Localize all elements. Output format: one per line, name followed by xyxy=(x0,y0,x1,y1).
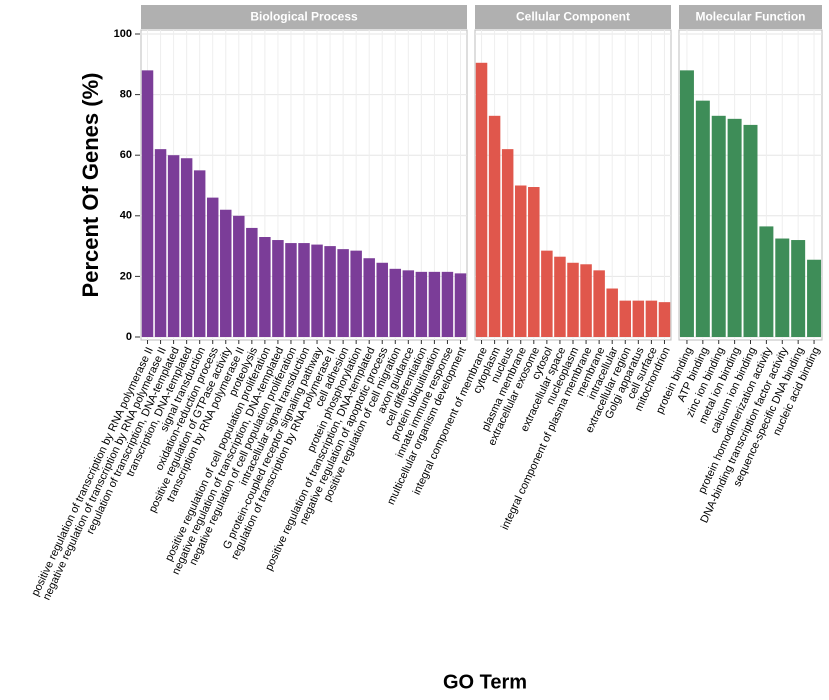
bar xyxy=(488,115,501,337)
strip xyxy=(475,5,671,29)
bar xyxy=(567,262,579,337)
bar xyxy=(154,149,167,337)
bar xyxy=(350,250,362,337)
bar xyxy=(727,118,742,337)
bar xyxy=(606,288,618,337)
strip-label: Cellular Component xyxy=(516,10,630,24)
bar xyxy=(206,197,219,337)
y-tick-label: 40 xyxy=(120,210,132,222)
bar xyxy=(415,271,428,337)
bar xyxy=(441,271,454,337)
bar xyxy=(711,115,726,337)
bar xyxy=(298,243,310,337)
y-tick-label: 100 xyxy=(114,28,132,40)
bar xyxy=(759,226,774,337)
bar xyxy=(193,170,206,337)
bar xyxy=(791,240,806,337)
y-tick-label: 80 xyxy=(120,89,132,101)
bar xyxy=(775,238,790,337)
bar xyxy=(541,250,553,337)
bar xyxy=(363,258,375,337)
bar xyxy=(454,273,467,337)
bar xyxy=(580,264,592,337)
bar xyxy=(501,149,514,337)
strip-label: Biological Process xyxy=(250,10,358,24)
bar xyxy=(679,70,694,338)
bar xyxy=(220,209,232,337)
y-tick-label: 0 xyxy=(126,331,132,343)
x-axis-title: GO Term xyxy=(443,671,527,693)
bar xyxy=(246,227,258,337)
bar xyxy=(259,237,271,337)
bar xyxy=(324,246,336,337)
bar xyxy=(141,70,154,338)
bar xyxy=(167,155,180,337)
bar xyxy=(475,62,488,337)
bar xyxy=(311,244,323,337)
y-tick-label: 20 xyxy=(120,270,132,282)
y-axis-title: Percent Of Genes (%) xyxy=(78,73,103,298)
bar xyxy=(428,271,441,337)
bar xyxy=(514,185,527,337)
strip-label: Molecular Function xyxy=(695,10,805,24)
bar xyxy=(632,300,645,337)
bar xyxy=(233,215,245,337)
bar xyxy=(619,300,632,337)
y-tick-label: 60 xyxy=(120,149,132,161)
bar xyxy=(743,124,758,338)
bar xyxy=(528,187,540,337)
bar xyxy=(807,259,822,337)
bar xyxy=(695,100,710,337)
strip xyxy=(141,5,467,29)
bar xyxy=(389,268,402,337)
bar xyxy=(593,270,605,337)
bar xyxy=(645,300,658,337)
strip xyxy=(679,5,822,29)
bar xyxy=(337,249,349,337)
bar xyxy=(658,302,671,337)
bar xyxy=(272,240,284,337)
bar xyxy=(285,243,297,337)
x-tick-label: negative regulation of transcription by … xyxy=(41,345,169,602)
bar xyxy=(376,262,388,337)
bar xyxy=(402,270,415,337)
bar xyxy=(554,256,566,337)
bar xyxy=(180,158,193,337)
